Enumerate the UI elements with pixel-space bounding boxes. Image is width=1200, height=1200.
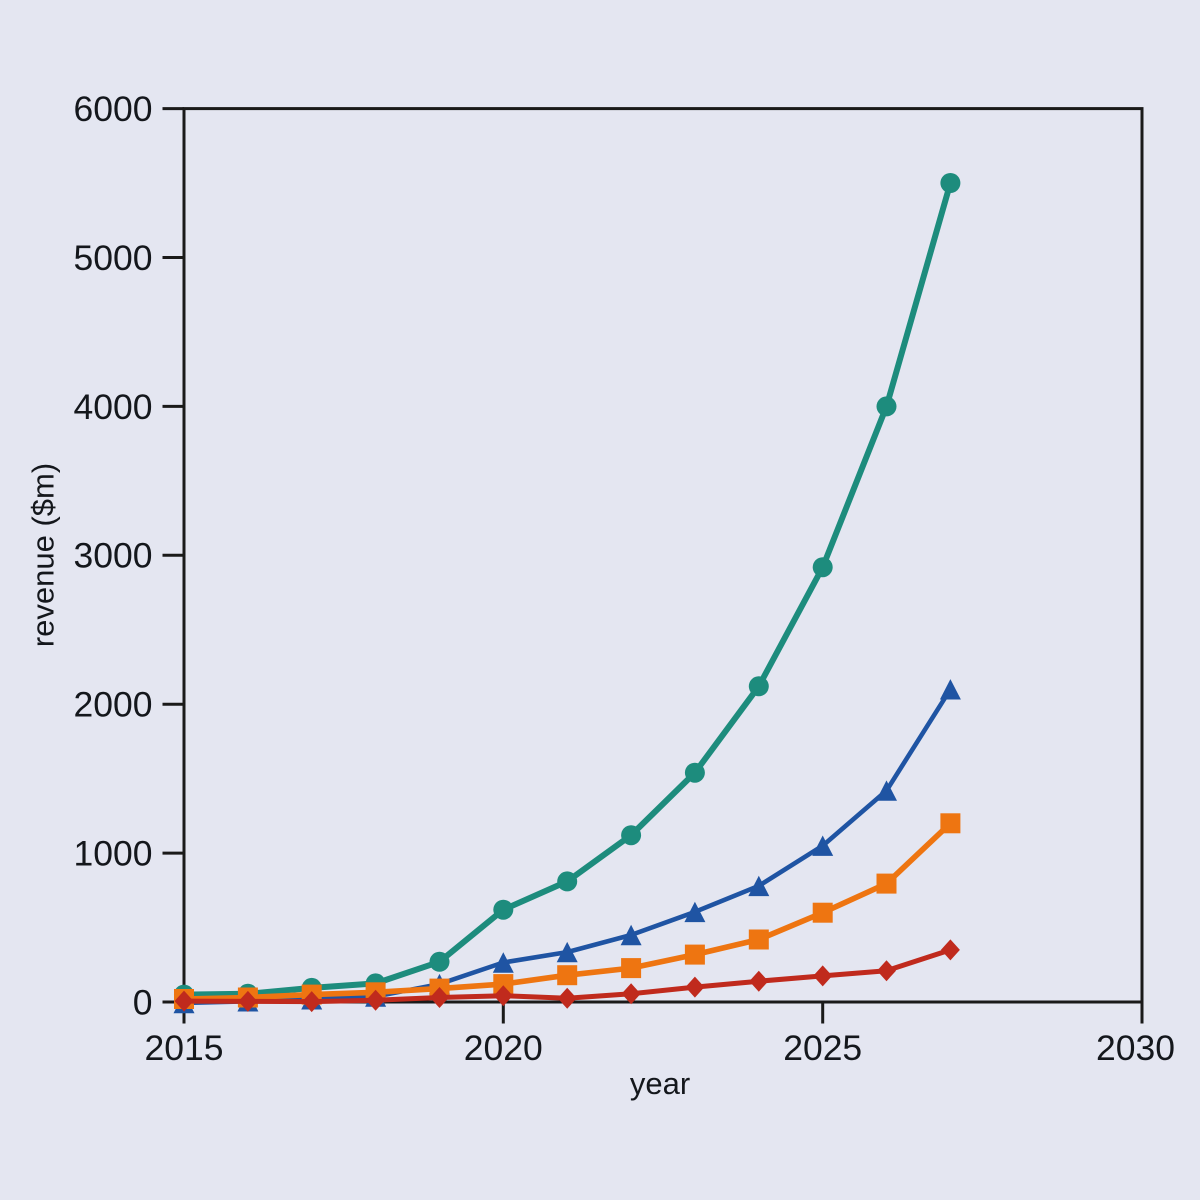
svg-text:0: 0 — [133, 982, 153, 1022]
svg-text:2015: 2015 — [145, 1028, 224, 1068]
svg-text:6000: 6000 — [74, 89, 153, 129]
svg-text:revenue ($m): revenue ($m) — [26, 463, 61, 647]
svg-text:2025: 2025 — [783, 1028, 862, 1068]
svg-text:4000: 4000 — [74, 387, 153, 427]
svg-text:2030: 2030 — [1096, 1028, 1175, 1068]
svg-text:1000: 1000 — [74, 834, 153, 874]
svg-text:2020: 2020 — [464, 1028, 543, 1068]
svg-text:3000: 3000 — [74, 536, 153, 576]
svg-text:5000: 5000 — [74, 238, 153, 278]
svg-text:year: year — [630, 1066, 690, 1101]
svg-text:2000: 2000 — [74, 685, 153, 725]
